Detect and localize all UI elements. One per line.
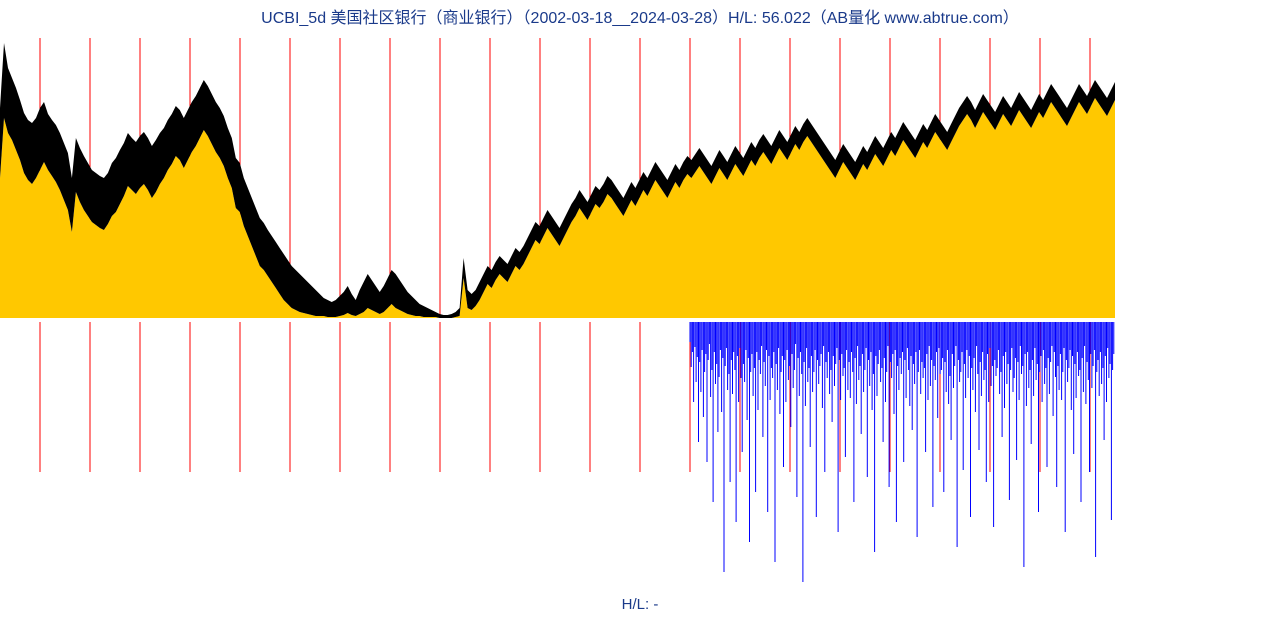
chart-title: UCBI_5d 美国社区银行（商业银行）（2002-03-18__2024-03…: [0, 0, 1280, 32]
chart-footer: H/L: -: [0, 592, 1280, 613]
chart-area: [0, 32, 1115, 592]
price-volume-chart: [0, 32, 1115, 592]
